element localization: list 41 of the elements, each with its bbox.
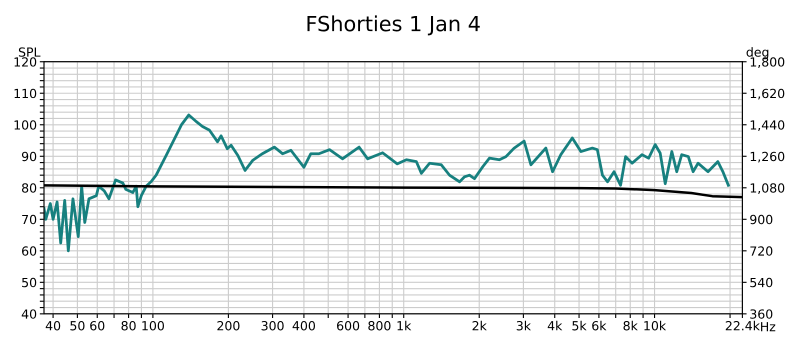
y-tick-label: 70 (22, 214, 36, 224)
x-tick-label: 4k (548, 320, 562, 330)
y-tick-label: 60 (22, 246, 36, 256)
y2-tick-label: 1,260 (750, 152, 784, 162)
x-tick-label: 60 (90, 321, 104, 330)
x-tick-label: 800 (368, 321, 391, 330)
x-tick-label: 400 (292, 321, 316, 330)
y-tick-label: 120 (14, 57, 36, 67)
y-tick-label: 80 (22, 183, 36, 193)
x-tick-label: 80 (121, 321, 136, 330)
y-tick-label: 50 (22, 278, 36, 288)
y2-tick-label: 900 (750, 214, 772, 224)
y-tick-label: 100 (14, 120, 36, 130)
x-tick-label: 50 (70, 321, 85, 330)
x-tick-label: 1k (398, 320, 412, 330)
x-tick-label: 40 (46, 321, 60, 330)
x-tick-label: 3k (516, 320, 531, 330)
y-tick-label: 110 (14, 88, 36, 98)
x-tick-label: 10k (644, 320, 666, 330)
y2-tick-label: 1,620 (750, 88, 784, 100)
x-tick-label: 8k (623, 320, 638, 330)
y2-axis-title: deg (746, 47, 768, 60)
x-tick-label: 6k (592, 320, 606, 330)
x-tick-label: 300 (262, 321, 284, 330)
y2-tick-label: 540 (750, 278, 772, 288)
x-tick-label: 200 (217, 321, 240, 330)
y2-tick-label: 720 (750, 246, 772, 256)
x-axis-title: Hz (761, 322, 776, 332)
y2-tick-label: 360 (750, 309, 772, 319)
y2-tick-label: 1,440 (750, 120, 784, 131)
y2-tick-label: 1,080 (750, 183, 784, 194)
x-tick-label: 100 (142, 321, 164, 330)
chart-title: FShorties 1 Jan 4 (308, 15, 480, 36)
x-tick-label: 2k (472, 320, 487, 330)
x-tick-label: 600 (337, 321, 360, 330)
x-tick-label: 5k (572, 320, 587, 330)
x-tick-label: 22.4k (726, 320, 760, 330)
y-tick-label: 40 (22, 309, 36, 319)
y-tick-label: 90 (22, 152, 36, 162)
y-axis-title: SPL (18, 47, 40, 57)
y2-tick-label: 1,800 (750, 57, 784, 68)
